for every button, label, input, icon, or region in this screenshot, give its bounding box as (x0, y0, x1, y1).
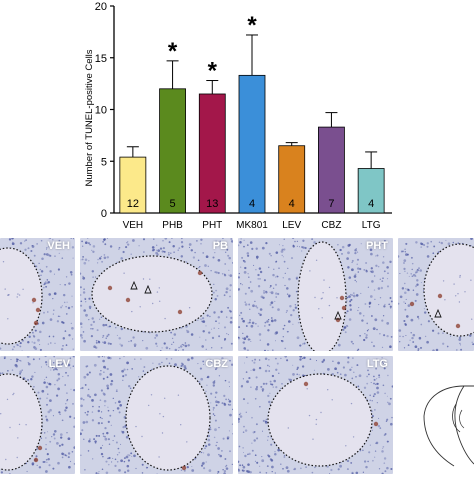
panel-label-lev: LEV (48, 358, 70, 370)
micrograph-ltg: LTG (238, 356, 393, 474)
n-label: 12 (127, 198, 139, 210)
panel-label-pht: PHT (366, 240, 388, 252)
panel-label-veh: VEH (47, 240, 70, 252)
tissue-ltg (238, 356, 393, 474)
brain-outline-drawing (423, 385, 474, 467)
tissue-cbz (80, 356, 233, 474)
n-label: 4 (368, 198, 374, 210)
x-tick-label: LTG (362, 220, 381, 231)
tissue-veh (0, 238, 75, 351)
x-tick-label: PHT (202, 220, 222, 231)
bar (159, 88, 186, 214)
micrograph-pht: PHT (238, 238, 393, 351)
micrograph-pb: PB (80, 238, 233, 351)
bars: 12 5 * 13 * 4 * 4 7 4 (119, 12, 385, 214)
bar (198, 93, 226, 214)
n-label: 13 (206, 198, 218, 210)
significance-marker: * (247, 12, 257, 39)
micrograph-mk801 (398, 238, 474, 351)
bar (278, 145, 306, 214)
y-tick-label: 15 (95, 53, 107, 65)
n-label: 7 (328, 198, 334, 210)
y-tick-label: 20 (95, 1, 107, 13)
panel-label-ltg: LTG (366, 358, 388, 370)
significance-marker: * (208, 58, 218, 85)
micrograph-veh: VEH (0, 238, 75, 351)
y-ticks: 0 5 10 15 20 (95, 1, 114, 220)
tissue-lev (0, 356, 75, 474)
n-label: 4 (289, 198, 295, 210)
bar (318, 126, 345, 214)
x-tick-label: VEH (123, 220, 144, 231)
bar (357, 168, 385, 214)
y-tick-label: 10 (95, 105, 107, 117)
brain-section-schematic (404, 356, 474, 474)
x-tick-label: PHB (162, 220, 183, 231)
micrograph-lev: LEV (0, 356, 75, 474)
tissue-pht (238, 238, 393, 351)
x-tick-label: MK801 (236, 220, 268, 231)
y-axis-label: Number of TUNEL-positive Cells (84, 49, 95, 186)
y-tick-label: 0 (101, 208, 107, 220)
panel-label-pb: PB (212, 240, 228, 252)
x-tick-label: LEV (282, 220, 301, 231)
x-tick-label: CBZ (321, 220, 341, 231)
bar (238, 74, 266, 214)
n-label: 5 (170, 198, 176, 210)
n-label: 4 (249, 198, 255, 210)
bar (119, 156, 147, 214)
significance-marker: * (168, 38, 178, 65)
tissue-pb (80, 238, 233, 351)
x-tick-labels: VEH PHB PHT MK801 LEV CBZ LTG (123, 220, 381, 231)
bar-chart: Number of TUNEL-positive Cells 05101520 … (84, 1, 392, 231)
micrograph-cbz: CBZ (80, 356, 233, 474)
tissue-mk801 (398, 238, 474, 351)
panel-label-cbz: CBZ (205, 358, 228, 370)
y-tick-label: 5 (101, 156, 107, 168)
